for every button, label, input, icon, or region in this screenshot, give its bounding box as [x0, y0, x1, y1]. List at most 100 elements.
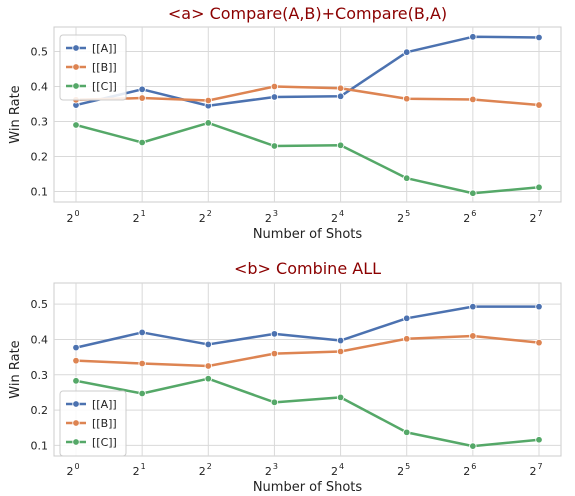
y-tick-label: 0.4 — [31, 81, 49, 94]
legend-item: [[C]] — [66, 436, 117, 449]
data-point — [403, 428, 411, 437]
data-point — [138, 85, 146, 93]
data-point — [270, 93, 279, 101]
legend-marker — [72, 400, 80, 408]
legend-label: [[B]] — [92, 61, 117, 74]
data-point — [138, 138, 146, 147]
x-tick-label: 23 — [265, 209, 278, 225]
y-tick-label: 0.1 — [31, 439, 49, 452]
series-line — [75, 121, 540, 195]
data-point — [270, 142, 279, 150]
legend-item: [[A]] — [66, 42, 117, 55]
data-point — [204, 119, 212, 127]
x-tick-label: 24 — [331, 462, 344, 478]
data-point — [403, 95, 411, 103]
data-point — [138, 359, 146, 368]
data-point — [204, 362, 212, 370]
legend-label: [[C]] — [92, 436, 117, 449]
x-tick-label: 25 — [397, 462, 410, 478]
data-point — [336, 393, 345, 402]
data-point — [270, 330, 279, 338]
x-tick-label: 20 — [66, 462, 79, 478]
x-tick-label: 21 — [133, 462, 146, 478]
x-axis-label: Number of Shots — [253, 480, 363, 495]
legend-item: [[B]] — [66, 417, 117, 430]
data-point — [204, 340, 212, 349]
data-point — [204, 374, 212, 383]
data-point — [336, 347, 345, 356]
data-point — [469, 302, 477, 311]
x-tick-label: 22 — [199, 462, 212, 478]
series-line — [75, 35, 540, 107]
y-tick-label: 0.4 — [31, 333, 49, 346]
x-tick-label: 27 — [529, 462, 542, 478]
data-point — [72, 343, 80, 352]
legend-marker — [72, 82, 80, 90]
x-axis-label: Number of Shots — [253, 227, 363, 242]
y-tick-label: 0.1 — [31, 186, 49, 199]
x-tick-label: 20 — [66, 209, 79, 225]
data-point — [469, 33, 477, 41]
data-point — [535, 33, 543, 42]
legend-label: [[A]] — [92, 42, 117, 55]
x-tick-label: 21 — [133, 209, 146, 225]
y-tick-label: 0.3 — [31, 369, 49, 382]
chart-panel-1: 0.1 0.2 0.3 0.4 0.5 20 21 22 23 24 25 26 27 Number of… — [8, 4, 562, 242]
data-point — [336, 84, 345, 92]
data-point — [270, 82, 279, 91]
series-line — [75, 85, 540, 107]
series-line — [75, 377, 540, 448]
legend-marker — [72, 44, 80, 52]
data-point — [403, 314, 411, 323]
data-point — [204, 96, 212, 105]
legend-label: [[A]] — [92, 398, 117, 411]
x-tick-label: 27 — [529, 209, 542, 225]
y-axis-label: Win Rate — [8, 85, 23, 143]
x-tick-label: 22 — [199, 209, 212, 225]
data-point — [270, 398, 279, 407]
x-tick-label: 23 — [265, 462, 278, 478]
data-point — [138, 328, 146, 337]
y-tick-label: 0.3 — [31, 116, 49, 129]
chart-panel-2: 0.1 0.2 0.3 0.4 0.5 20 21 22 23 24 25 26 27 Number of… — [8, 259, 562, 495]
legend-label: [[C]] — [92, 80, 117, 93]
series-line — [75, 334, 540, 368]
data-point — [469, 189, 477, 197]
x-tick-label: 25 — [397, 209, 410, 225]
data-point — [535, 302, 543, 311]
data-point — [138, 389, 146, 398]
y-tick-label: 0.5 — [31, 298, 49, 311]
data-point — [138, 94, 146, 102]
x-tick-label: 24 — [331, 209, 344, 225]
plot-area — [53, 26, 562, 203]
chart-title: <b> Combine ALL — [234, 259, 381, 278]
data-point — [270, 349, 279, 358]
data-point — [469, 95, 477, 104]
legend-marker — [72, 438, 80, 446]
data-point — [535, 436, 543, 444]
legend: [[A]] [[B]] [[C]] — [59, 34, 127, 101]
legend: [[A]] [[B]] [[C]] — [59, 390, 127, 457]
legend-label: [[B]] — [92, 417, 117, 430]
y-axis-label: Win Rate — [8, 340, 23, 398]
y-tick-label: 0.2 — [31, 404, 49, 417]
plot-area — [53, 282, 562, 457]
data-point — [72, 356, 80, 365]
data-point — [535, 183, 543, 191]
y-tick-label: 0.5 — [31, 46, 49, 59]
data-point — [535, 101, 543, 109]
data-point — [469, 332, 477, 340]
legend-item: [[C]] — [66, 80, 117, 93]
x-tick-label: 26 — [463, 209, 476, 225]
legend-item: [[B]] — [66, 61, 117, 74]
data-point — [336, 92, 345, 100]
data-point — [72, 121, 80, 129]
legend-marker — [72, 419, 80, 427]
data-point — [72, 377, 80, 385]
data-point — [403, 48, 411, 56]
data-point — [336, 336, 345, 345]
x-tick-label: 26 — [463, 462, 476, 478]
y-tick-label: 0.2 — [31, 151, 49, 164]
chart-title: <a> Compare(A,B)+Compare(B,A) — [168, 4, 447, 23]
